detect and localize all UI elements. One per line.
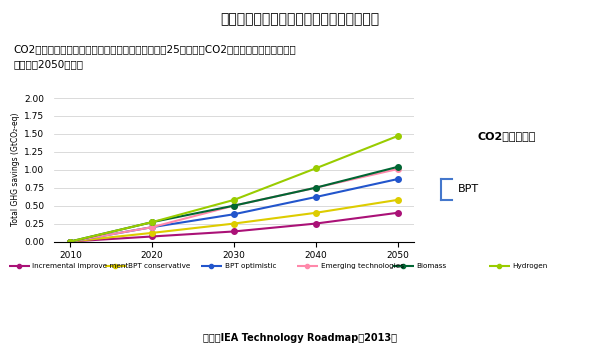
Text: CO2フリー水素とバイオマス利活用により、世界で25億トンのCO2削減ポテンシャルが期待: CO2フリー水素とバイオマス利活用により、世界で25億トンのCO2削減ポテンシャ… [13,44,296,54]
Text: BPT optimistic: BPT optimistic [224,263,276,269]
Text: CO2フリー水素: CO2フリー水素 [478,131,536,141]
Text: BPT conservative: BPT conservative [128,263,191,269]
Text: Incremental improve ment: Incremental improve ment [32,263,129,269]
Y-axis label: Total GHG savings (GtCO₂-eq): Total GHG savings (GtCO₂-eq) [11,113,20,226]
Text: 図表３　化学プロセスの削減ポテンシャル: 図表３ 化学プロセスの削減ポテンシャル [220,12,380,26]
Text: Hydrogen: Hydrogen [512,263,548,269]
Text: Emerging technologies: Emerging technologies [320,263,404,269]
Text: BPT: BPT [458,184,479,195]
Text: される（2050年）。: される（2050年）。 [13,60,83,70]
Text: 出典：IEA Technology Roadmap（2013）: 出典：IEA Technology Roadmap（2013） [203,333,397,343]
Text: Biomass: Biomass [416,263,447,269]
Text: バイオマス: バイオマス [490,162,524,172]
